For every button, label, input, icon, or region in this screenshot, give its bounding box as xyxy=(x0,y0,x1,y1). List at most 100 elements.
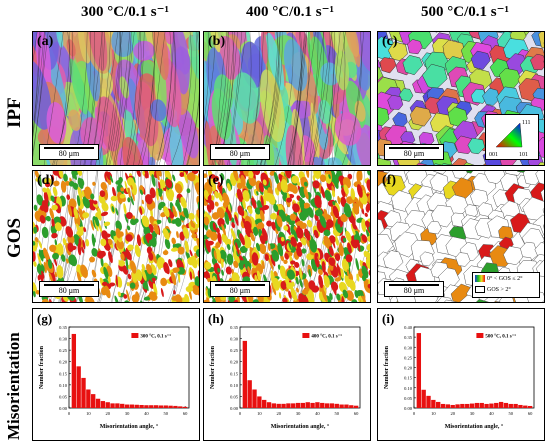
panel-letter: (c) xyxy=(382,34,398,49)
x-tick-label: 30 xyxy=(296,411,301,416)
legend-label: 500 °C, 0.1 s⁻¹ xyxy=(485,334,516,340)
row-label-ipf: IPF xyxy=(4,97,25,128)
bar xyxy=(242,340,248,408)
bar xyxy=(173,405,178,408)
bar xyxy=(247,380,252,408)
y-tick-label: 0.35 xyxy=(230,325,239,330)
ipf-map-c: (c) 80 μm 111 001 101 xyxy=(377,31,545,166)
bar xyxy=(300,402,306,408)
y-axis-label: Number fraction xyxy=(384,345,390,389)
x-tick-label: 40 xyxy=(144,411,149,416)
y-tick-label: 0.35 xyxy=(404,335,413,340)
bar xyxy=(158,405,164,408)
bar xyxy=(349,405,354,408)
bar xyxy=(440,403,446,408)
bar xyxy=(178,406,183,408)
bar xyxy=(353,405,359,408)
ipf-color-key: 111 001 101 xyxy=(485,114,539,160)
y-tick-label: 0.30 xyxy=(230,337,239,342)
panel-letter: (i) xyxy=(382,311,394,326)
bar xyxy=(498,401,504,408)
bar xyxy=(465,403,470,408)
bar xyxy=(262,399,267,408)
bar xyxy=(334,403,339,408)
y-tick-label: 0.10 xyxy=(404,386,413,391)
scale-bar: 80 μm xyxy=(210,281,270,297)
x-tick-label: 60 xyxy=(183,411,188,416)
gos-white-swatch xyxy=(475,286,485,293)
bar xyxy=(91,394,96,408)
legend-label: 300 °C, 0.1 s⁻¹ xyxy=(140,334,171,340)
column-title-500: 500 °C/0.1 s⁻¹ xyxy=(420,4,509,20)
bar xyxy=(286,403,291,408)
column-title-300: 300 °C/0.1 s⁻¹ xyxy=(80,4,169,20)
x-tick-label: 20 xyxy=(105,411,110,416)
bar xyxy=(134,404,139,408)
bar xyxy=(168,405,173,408)
bar xyxy=(257,396,262,408)
x-axis-label: Misorientation angle, ° xyxy=(445,423,504,430)
gos-map-e: (e) 80 μm xyxy=(203,170,371,303)
bar xyxy=(527,405,533,408)
legend-swatch xyxy=(476,333,484,338)
legend-label: 400 °C, 0.1 s⁻¹ xyxy=(311,334,342,340)
x-tick-label: 0 xyxy=(413,411,416,416)
panel-letter: (d) xyxy=(37,173,55,188)
bar xyxy=(276,403,281,408)
bar xyxy=(95,398,101,408)
ipf-map-image xyxy=(204,32,370,165)
bar xyxy=(455,404,460,408)
scale-bar-label: 80 μm xyxy=(403,149,425,158)
y-tick-label: 0.25 xyxy=(404,355,413,360)
bar xyxy=(518,404,523,408)
bar xyxy=(450,404,455,408)
y-tick-label: 0.35 xyxy=(59,325,68,330)
panel-letter: (b) xyxy=(208,34,226,49)
bar xyxy=(474,402,480,408)
bar xyxy=(120,403,125,408)
ipf-triangle-icon: 111 001 101 xyxy=(489,120,531,158)
x-tick-label: 20 xyxy=(276,411,281,416)
bar xyxy=(182,406,188,408)
bar xyxy=(421,389,426,408)
column-title-400: 400 °C/0.1 s⁻¹ xyxy=(245,4,334,20)
y-tick-label: 0.05 xyxy=(59,394,68,399)
y-tick-label: 0.05 xyxy=(230,394,239,399)
bar xyxy=(144,405,149,408)
bar xyxy=(115,403,120,408)
y-tick-label: 0.25 xyxy=(230,348,239,353)
legend-swatch xyxy=(302,333,310,338)
y-axis-label: Number fraction xyxy=(210,345,216,389)
bar xyxy=(416,333,422,408)
bar xyxy=(426,395,431,408)
bar xyxy=(320,402,325,408)
bar xyxy=(110,403,115,408)
y-tick-label: 0.10 xyxy=(59,383,68,388)
y-tick-label: 0.05 xyxy=(404,396,413,401)
bar xyxy=(489,403,494,408)
bar xyxy=(71,333,77,408)
bar xyxy=(252,389,257,408)
x-tick-label: 10 xyxy=(86,411,91,416)
bar xyxy=(315,402,320,408)
gos-gradient-swatch xyxy=(475,275,485,282)
y-tick-label: 0.00 xyxy=(404,406,413,411)
x-tick-label: 20 xyxy=(450,411,455,416)
y-tick-label: 0.20 xyxy=(230,360,239,365)
y-tick-label: 0.20 xyxy=(59,360,68,365)
bar xyxy=(469,403,475,408)
bar xyxy=(100,401,106,408)
gos-legend-row2: GOS > 2° xyxy=(487,286,511,293)
y-tick-label: 0.25 xyxy=(59,348,68,353)
bar xyxy=(508,403,513,408)
x-tick-label: 0 xyxy=(68,411,71,416)
bar xyxy=(445,404,451,408)
x-tick-label: 10 xyxy=(257,411,262,416)
panel-letter: (a) xyxy=(37,34,54,49)
plot-frame xyxy=(239,326,361,409)
scale-bar: 80 μm xyxy=(384,144,444,160)
row-label-misorientation: Misorientation xyxy=(4,332,23,440)
bar xyxy=(81,377,86,408)
panel-letter: (e) xyxy=(208,173,224,188)
bar xyxy=(460,403,465,408)
